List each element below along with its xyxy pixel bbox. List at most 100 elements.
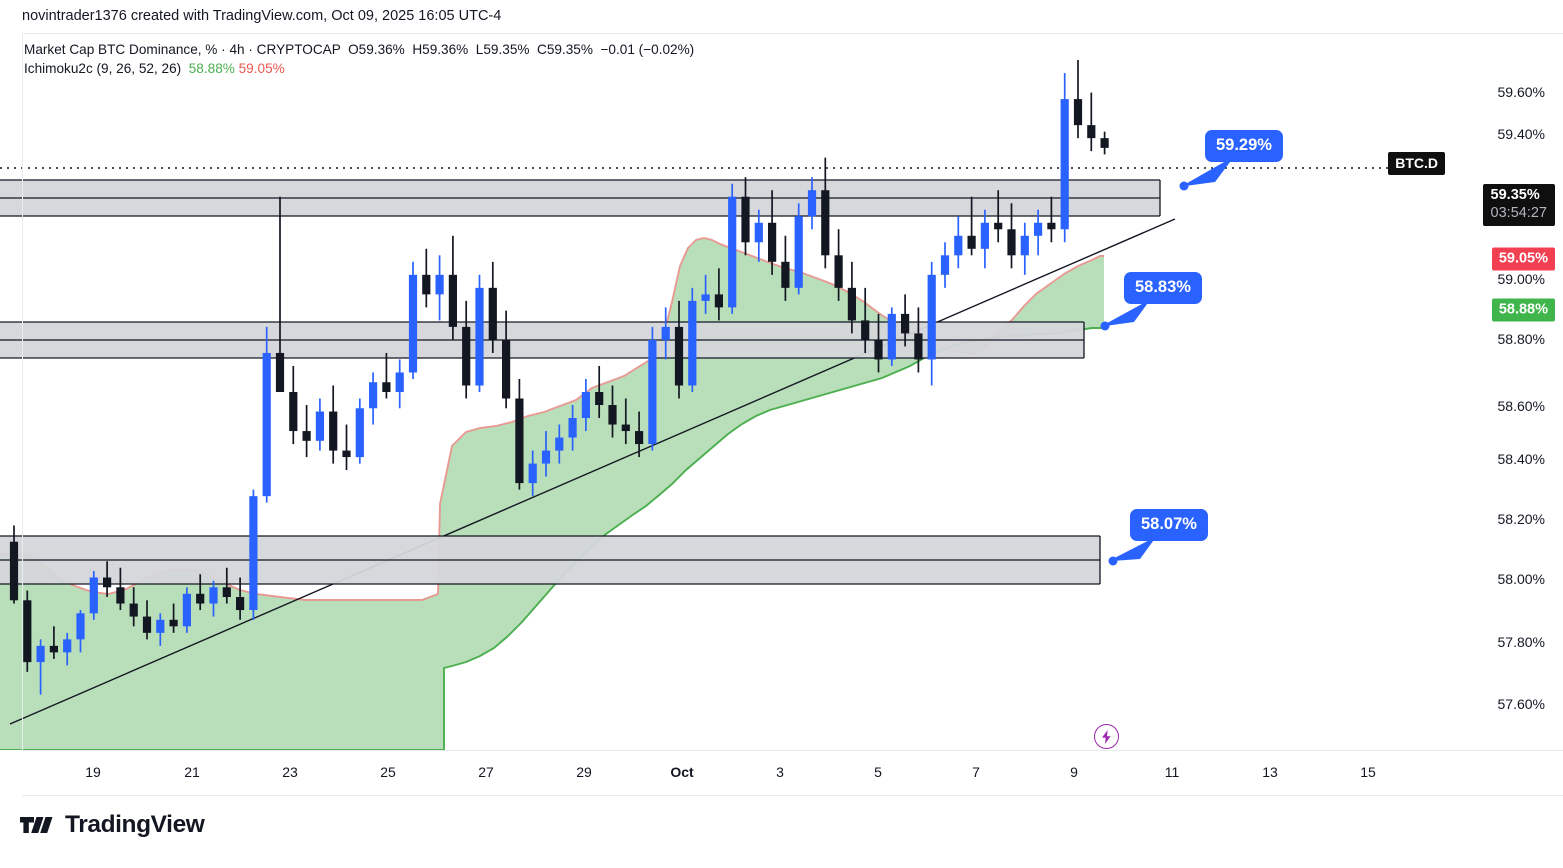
lightning-bolt-icon[interactable] (1094, 724, 1119, 749)
candle-series (9, 60, 1109, 695)
candle-body (1007, 229, 1016, 256)
candle-body (994, 222, 1003, 230)
candle-body (515, 398, 524, 484)
candle-body (980, 222, 989, 249)
candle-body (408, 274, 418, 373)
time-tick-0: 19 (85, 764, 101, 780)
candle-body (369, 382, 378, 409)
candlestick-chart (0, 60, 1438, 750)
time-axis[interactable]: 19 21 23 25 27 29 Oct 3 5 7 9 11 13 15 (0, 751, 1563, 796)
last-price-quote: 59.35% 03:54:27 (1482, 184, 1555, 226)
candle-body (648, 339, 657, 445)
candle-body (49, 645, 58, 653)
symbol-tag: BTC.D (1388, 152, 1445, 175)
time-tick-11: 11 (1164, 764, 1180, 780)
price-tick-5: 58.60% (1497, 398, 1545, 414)
candle-body (794, 216, 803, 288)
tradingview-logo-icon (20, 817, 53, 833)
price-axis[interactable]: 59.60% 59.40% 59.20% 59.00% 58.80% 58.60… (1438, 34, 1563, 750)
candle-body (142, 616, 152, 633)
tradingview-brand-text: TradingView (65, 811, 205, 838)
candle-body (927, 274, 936, 360)
candle-body (116, 587, 125, 604)
candle-body (1087, 125, 1096, 139)
candle-body (674, 326, 684, 386)
trendline[interactable] (9, 218, 1176, 725)
candle-body (1034, 222, 1043, 236)
candle-body (1073, 99, 1083, 126)
candle-body (635, 431, 644, 445)
bar-countdown-timer: 03:54:27 (1490, 205, 1547, 221)
candle-body (714, 294, 723, 308)
candle-body (1047, 222, 1056, 230)
time-tick-7: 3 (776, 764, 784, 780)
candle-body (63, 639, 72, 653)
candle-body (342, 450, 351, 458)
candle-body (887, 313, 896, 360)
zone-5807 (0, 535, 1101, 585)
time-tick-9: 7 (972, 764, 980, 780)
time-tick-5: 29 (576, 764, 592, 780)
time-tick-12: 13 (1262, 764, 1278, 780)
candle-body (435, 274, 444, 295)
candle-body (861, 320, 870, 340)
candle-body (462, 326, 471, 386)
candle-body (36, 645, 45, 663)
candle-body (608, 405, 617, 425)
candle-body (249, 496, 258, 611)
candle-body (475, 287, 484, 386)
price-tick-6: 58.40% (1497, 451, 1545, 467)
candle-body (302, 431, 311, 441)
pane-left-border (22, 34, 23, 750)
candle-body (502, 339, 511, 399)
candle-body (954, 235, 963, 256)
time-tick-2: 23 (282, 764, 298, 780)
candle-body (222, 587, 231, 598)
candle-body (262, 352, 271, 497)
supply-demand-zones[interactable] (0, 179, 1161, 585)
candle-body (488, 287, 497, 340)
candle-body (89, 577, 98, 614)
candle-body (595, 392, 604, 406)
chart-pane[interactable] (0, 34, 1438, 750)
candle-body (621, 424, 630, 432)
candle-body (315, 411, 324, 441)
candle-body (448, 274, 457, 327)
candle-body (741, 196, 750, 243)
candle-body (834, 255, 843, 288)
candle-body (847, 287, 856, 321)
candle-body (129, 603, 138, 617)
candle-body (275, 352, 285, 392)
candle-body (555, 437, 564, 451)
candle-body (568, 418, 577, 438)
candle-body (1060, 99, 1069, 230)
price-tick-9: 57.80% (1497, 634, 1545, 650)
candle-body (196, 593, 205, 604)
candle-body (967, 235, 976, 249)
time-tick-6: Oct (670, 764, 694, 780)
attribution-text: novintrader1376 created with TradingView… (0, 0, 1563, 33)
candle-body (940, 255, 950, 275)
candle-body (76, 613, 85, 640)
time-tick-13: 15 (1360, 764, 1376, 780)
candle-body (23, 600, 32, 663)
candle-body (661, 326, 670, 340)
candle-body (169, 619, 178, 627)
price-tick-4: 58.80% (1497, 331, 1545, 347)
candle-body (701, 294, 710, 301)
time-tick-4: 27 (478, 764, 494, 780)
time-axis-border (22, 795, 1563, 796)
candle-body (914, 333, 923, 360)
candle-body (901, 313, 910, 334)
candle-body (9, 541, 19, 601)
callout-5929-label: 59.29% (1205, 130, 1283, 162)
price-tick-0: 59.60% (1497, 84, 1545, 100)
candle-body (768, 222, 777, 262)
pane-bottom-border (22, 750, 1563, 751)
candle-body (382, 382, 391, 392)
sell-price-badge: 59.05% (1491, 247, 1555, 271)
tradingview-brand: TradingView (20, 811, 205, 838)
buy-price-badge: 58.88% (1491, 298, 1555, 322)
time-tick-10: 9 (1070, 764, 1078, 780)
callout-5807-label: 58.07% (1130, 509, 1208, 541)
